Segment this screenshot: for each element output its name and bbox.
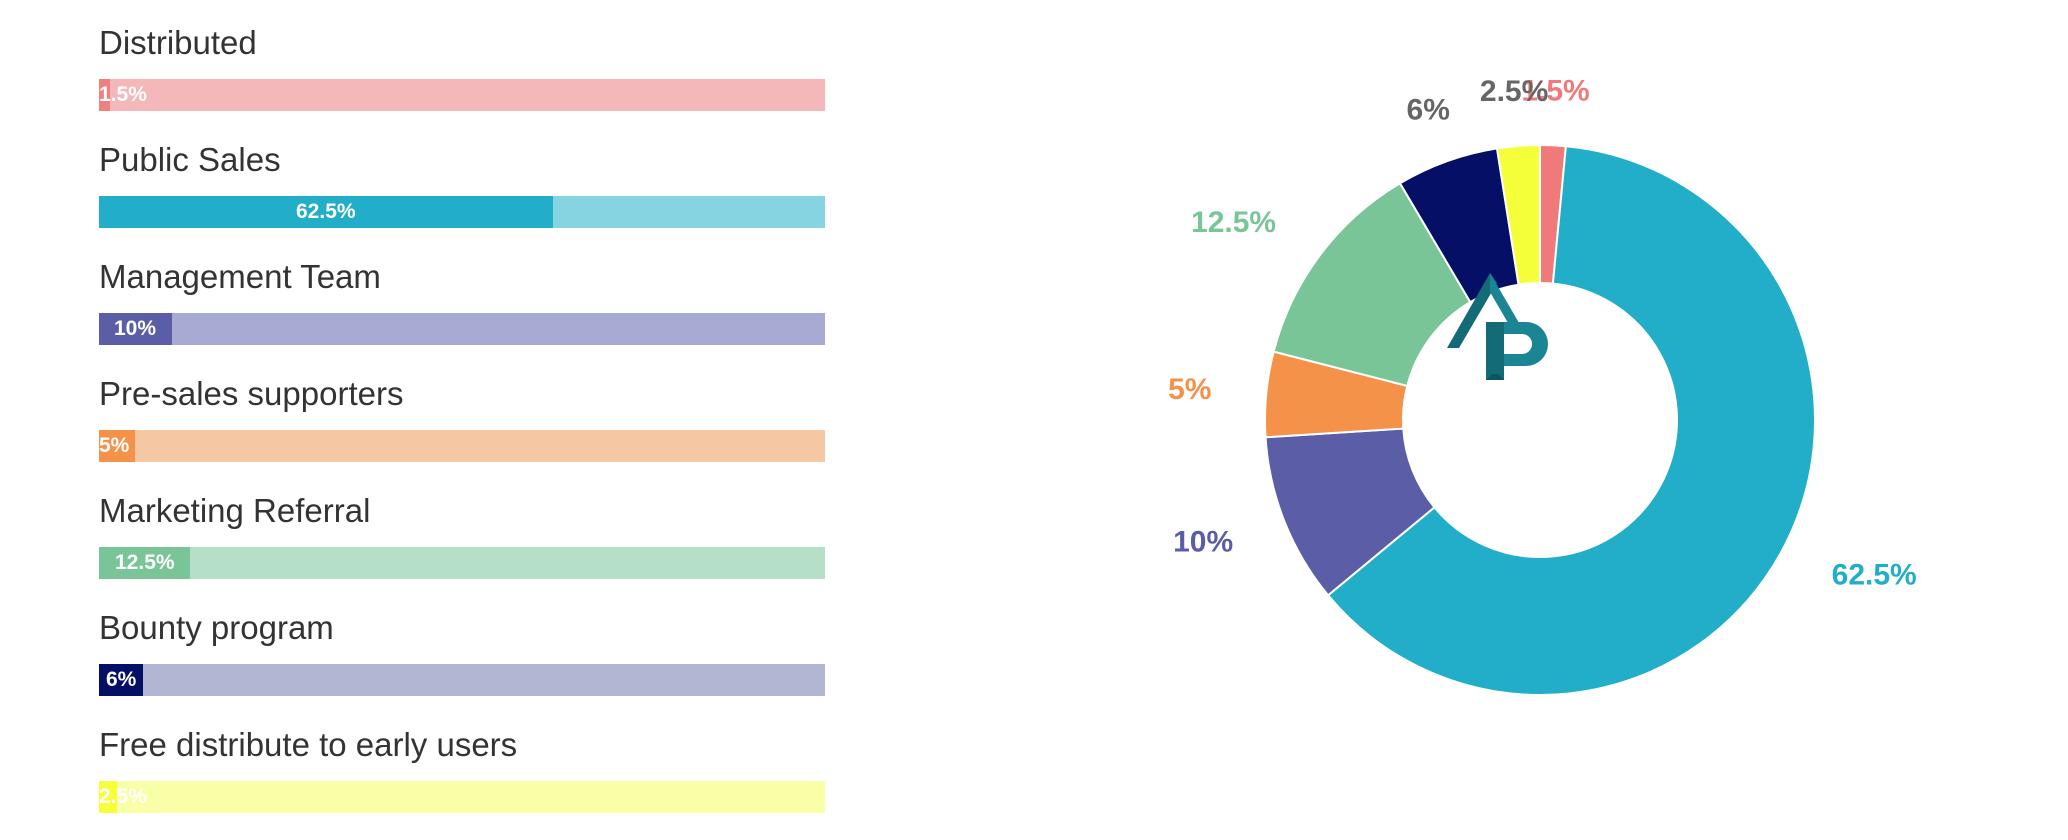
bar-label: Management Team — [99, 258, 381, 295]
donut-slice-label: 5% — [1168, 373, 1211, 406]
bar-track: 2.5% — [99, 781, 825, 813]
bar-fill — [99, 79, 110, 111]
bar-label: Marketing Referral — [99, 492, 371, 529]
donut-slice-label: 1.5% — [1521, 74, 1589, 107]
bar-row: Marketing Referral 12.5% — [99, 488, 825, 605]
bar-row: Pre-sales supporters 5% — [99, 371, 825, 488]
bar-fill — [99, 664, 143, 696]
donut-slice-label: 62.5% — [1832, 558, 1917, 591]
bar-label: Public Sales — [99, 141, 281, 178]
allocation-bar-list: Distributed 1.5% Public Sales 62.5% Manageme… — [99, 20, 825, 839]
bar-value-label: 62.5% — [296, 200, 356, 223]
donut-slice-label: 12.5% — [1191, 206, 1276, 239]
bar-value-label: 10% — [114, 317, 157, 340]
bar-value-label: 1.5% — [99, 83, 147, 106]
bar-value-label: 2.5% — [99, 785, 147, 808]
bar-track: 1.5% — [99, 79, 825, 111]
bar-row: Free distribute to early users 2.5% — [99, 722, 825, 839]
bar-row: Bounty program 6% — [99, 605, 825, 722]
bar-value-label: 12.5% — [115, 551, 175, 574]
bar-track: 62.5% — [99, 196, 825, 228]
bar-label: Bounty program — [99, 609, 334, 646]
bar-row: Public Sales 62.5% — [99, 137, 825, 254]
bar-row: Distributed 1.5% — [99, 20, 825, 137]
bar-track: 10% — [99, 313, 825, 345]
bar-value-label: 5% — [99, 434, 130, 457]
allocation-donut-chart: 1.5% 62.5% 10% 5% 12.5% 6% 2.5% — [1168, 74, 1917, 696]
bar-fill — [99, 313, 172, 345]
bar-fill — [99, 196, 553, 228]
donut-slice-label: 2.5% — [1480, 75, 1548, 108]
bar-value-label: 6% — [106, 668, 137, 691]
bar-fill — [99, 547, 190, 579]
ap-logo-icon — [1447, 273, 1548, 380]
donut-slice-label: 10% — [1173, 525, 1233, 558]
bar-label: Free distribute to early users — [99, 726, 518, 763]
donut-slice-label: 6% — [1407, 94, 1450, 127]
donut-slice — [1495, 143, 1541, 286]
bar-track: 6% — [99, 664, 825, 696]
bar-label: Pre-sales supporters — [99, 375, 404, 412]
bar-fill — [99, 430, 135, 462]
donut-slice — [1326, 145, 1816, 696]
bar-label: Distributed — [99, 24, 257, 61]
bar-row: Management Team 10% — [99, 254, 825, 371]
bar-track: 12.5% — [99, 547, 825, 579]
bar-track: 5% — [99, 430, 825, 462]
bar-fill — [99, 781, 117, 813]
